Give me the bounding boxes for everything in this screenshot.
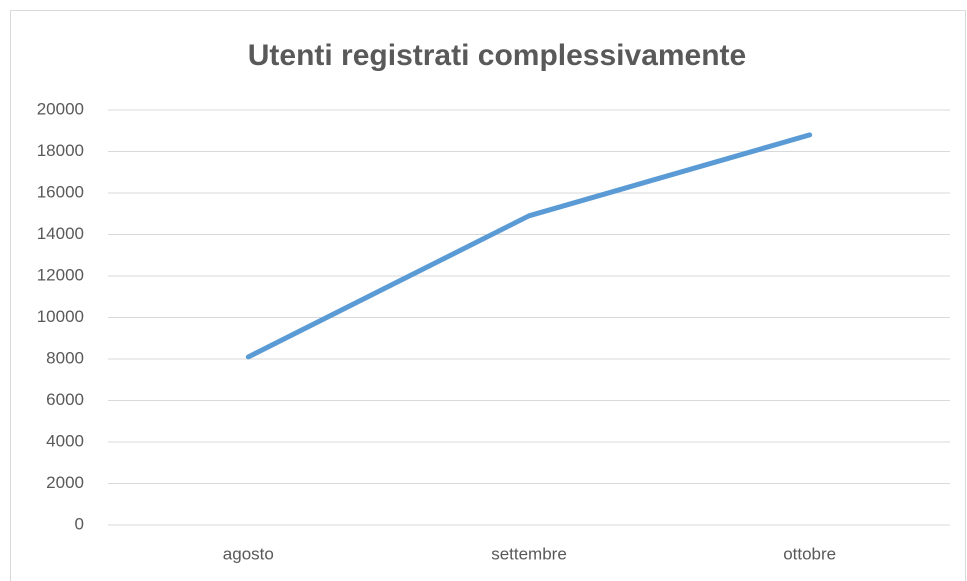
y-tick-label: 10000 [37, 307, 84, 326]
y-tick-label: 0 [75, 514, 84, 533]
chart-frame [10, 10, 966, 581]
y-tick-label: 4000 [46, 431, 84, 450]
data-line [245, 132, 813, 360]
y-tick-label: 8000 [46, 348, 84, 367]
chart-title: Utenti registrati complessivamente [248, 39, 747, 72]
y-tick-label: 2000 [46, 473, 84, 492]
y-tick-label: 20000 [37, 99, 84, 118]
y-tick-label: 18000 [37, 141, 84, 160]
x-tick-label: agosto [223, 544, 274, 563]
x-tick-label: settembre [491, 544, 567, 563]
x-tick-label: ottobre [783, 544, 836, 563]
y-tick-label: 16000 [37, 182, 84, 201]
y-tick-label: 12000 [37, 265, 84, 284]
y-tick-label: 6000 [46, 390, 84, 409]
y-tick-label: 14000 [37, 224, 84, 243]
